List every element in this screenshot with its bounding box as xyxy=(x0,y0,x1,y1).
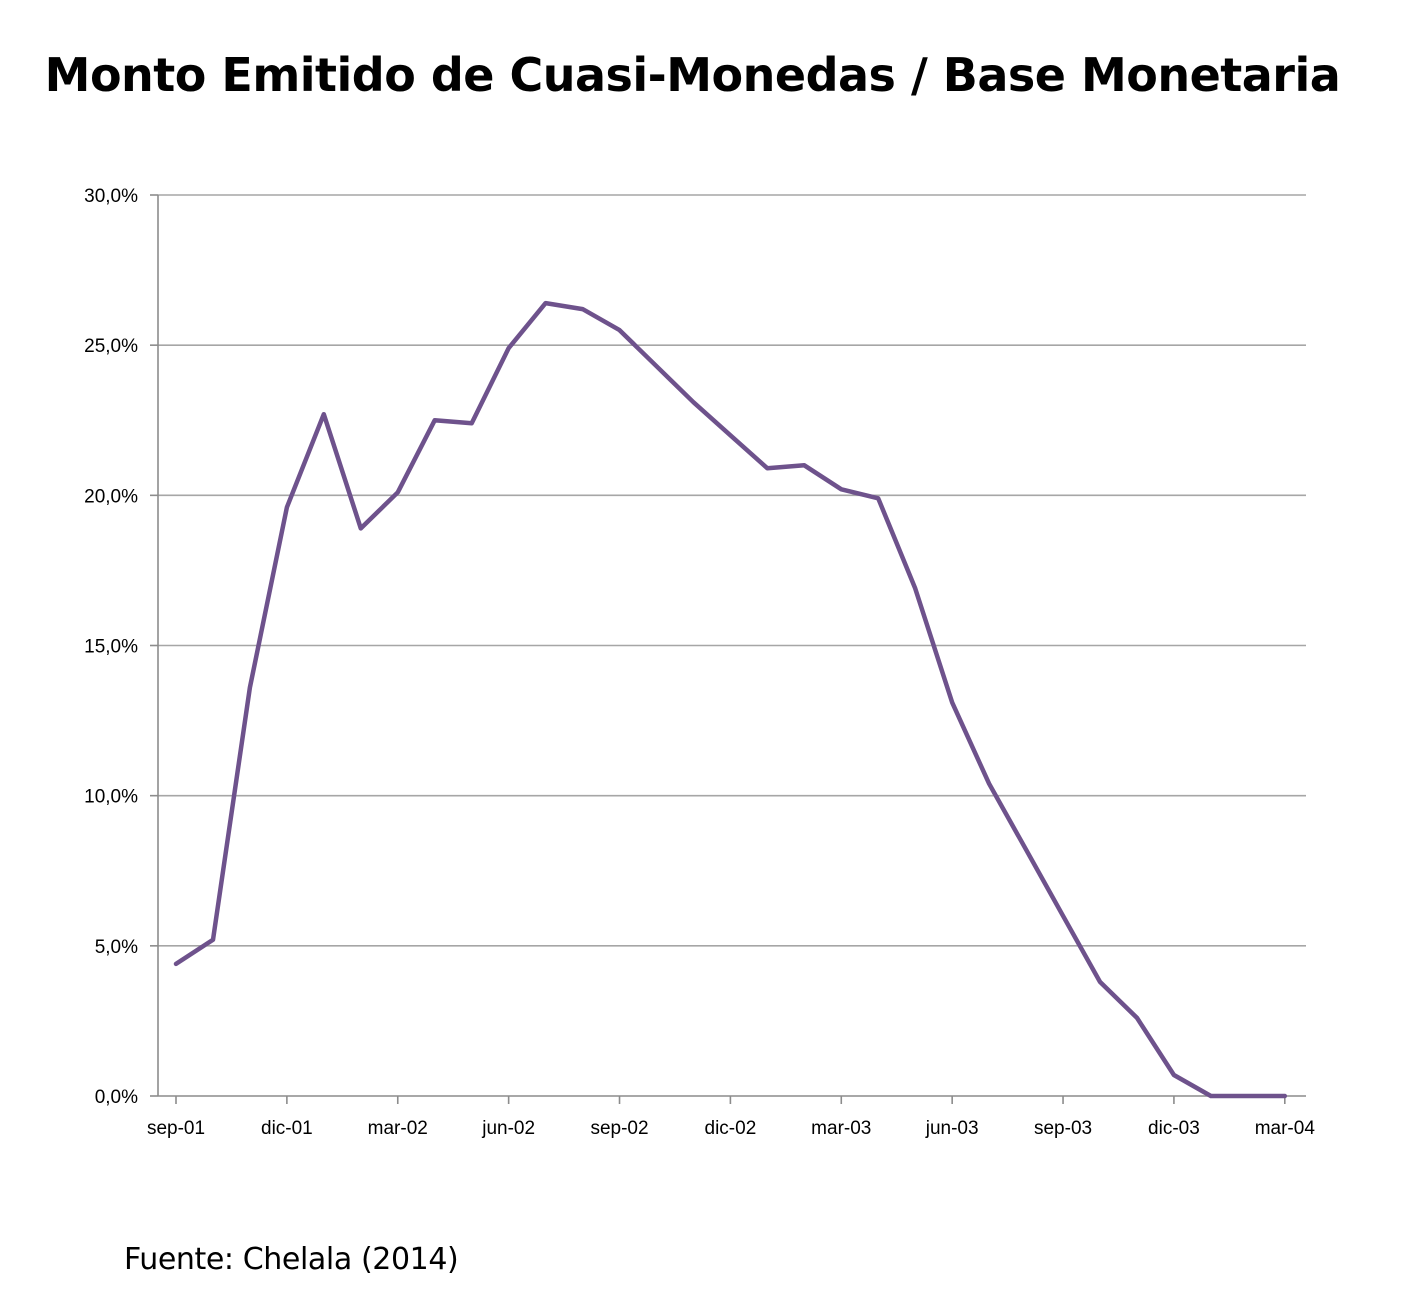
x-tick-label: dic-01 xyxy=(261,1118,313,1139)
y-tick-label: 25,0% xyxy=(84,336,138,357)
series-layer xyxy=(173,300,1288,1099)
data-point xyxy=(727,432,733,438)
data-point xyxy=(986,781,992,787)
data-point xyxy=(875,495,881,501)
x-tick-label: sep-02 xyxy=(590,1118,648,1139)
x-tick-label: mar-02 xyxy=(368,1118,428,1139)
y-tick-label: 0,0% xyxy=(95,1087,138,1108)
x-tick-label: sep-01 xyxy=(147,1118,205,1139)
data-point xyxy=(764,465,770,471)
data-point xyxy=(284,504,290,510)
y-tick-label: 30,0% xyxy=(84,186,138,207)
series-line xyxy=(173,300,1288,1099)
data-point xyxy=(949,700,955,706)
data-point xyxy=(321,411,327,417)
x-tick-label: jun-02 xyxy=(481,1118,535,1139)
data-point xyxy=(543,300,549,306)
data-point xyxy=(1171,1072,1177,1078)
x-tick-label: mar-03 xyxy=(811,1118,871,1139)
data-point xyxy=(358,525,364,531)
data-point xyxy=(506,345,512,351)
data-point xyxy=(469,420,475,426)
data-point xyxy=(801,462,807,468)
x-tick-label: dic-02 xyxy=(705,1118,757,1139)
data-point xyxy=(210,937,216,943)
data-point xyxy=(690,399,696,405)
data-point xyxy=(173,961,179,967)
data-point xyxy=(617,327,623,333)
data-point xyxy=(653,363,659,369)
data-point xyxy=(432,417,438,423)
data-point xyxy=(1060,913,1066,919)
data-point xyxy=(395,489,401,495)
x-tick-label: jun-03 xyxy=(925,1118,979,1139)
data-point xyxy=(1208,1093,1214,1099)
x-axis-ticks: sep-01 dic-01 mar-02 jun-02 sep-02 dic-02 mar-… xyxy=(147,1096,1315,1139)
gridlines xyxy=(158,194,1306,947)
y-tick-label: 10,0% xyxy=(84,787,138,808)
data-point xyxy=(1134,1015,1140,1021)
data-point xyxy=(912,585,918,591)
chart-title: Monto Emitido de Cuasi-Monedas / Base Mo… xyxy=(44,48,1341,102)
data-point xyxy=(1097,979,1103,985)
data-point xyxy=(1245,1093,1251,1099)
x-tick-label: mar-04 xyxy=(1255,1118,1316,1139)
y-tick-label: 5,0% xyxy=(95,937,138,958)
data-point xyxy=(838,486,844,492)
x-tick-label: sep-03 xyxy=(1034,1118,1092,1139)
data-point xyxy=(1282,1093,1288,1099)
x-tick-label: dic-03 xyxy=(1148,1118,1200,1139)
data-point xyxy=(580,306,586,312)
source-note: Fuente: Chelala (2014) xyxy=(124,1242,459,1277)
y-tick-label: 15,0% xyxy=(84,637,138,658)
y-tick-label: 20,0% xyxy=(84,486,138,507)
data-point xyxy=(247,685,253,691)
y-axis-ticks: 0,0% 5,0% 10,0% 15,0% 20,0% 25,0% 30,0% xyxy=(84,186,158,1108)
data-point xyxy=(1023,847,1029,853)
